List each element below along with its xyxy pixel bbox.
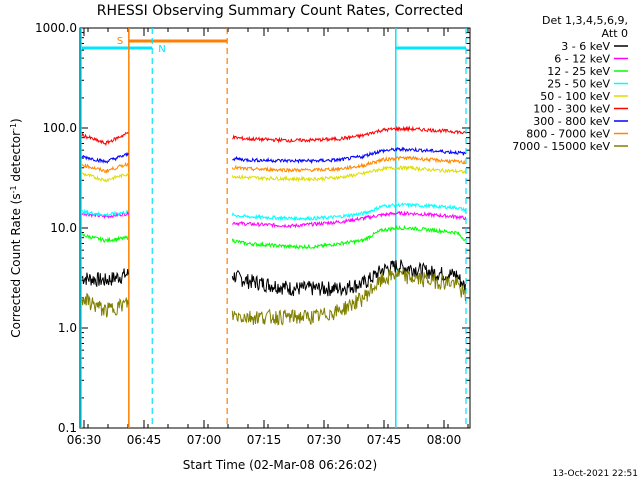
chart-title: RHESSI Observing Summary Count Rates, Co…: [97, 3, 463, 19]
x-tick-label: 07:30: [307, 433, 342, 447]
x-tick-label: 07:00: [187, 433, 222, 447]
legend-label: 25 - 50 keV: [547, 78, 610, 91]
x-tick-label: 06:45: [127, 433, 162, 447]
x-axis-label: Start Time (02-Mar-08 06:26:02): [183, 458, 377, 472]
legend-header-line-2: Att 0: [602, 27, 628, 40]
legend-label: 100 - 300 keV: [533, 103, 610, 116]
x-tick-label: 06:30: [67, 433, 102, 447]
legend-label: 50 - 100 keV: [540, 90, 610, 103]
legend-label: 800 - 7000 keV: [526, 128, 610, 141]
plot-area: 1000.0 100.0 10.0 1.0 0.106:30 06:45 07:00 07:1…: [35, 21, 471, 447]
y-axis-label-prefix: Corrected Count Rate (s: [9, 193, 23, 337]
legend-label: 7000 - 15000 keV: [512, 140, 610, 153]
plot-frame: [79, 27, 471, 429]
series-line: [81, 164, 466, 183]
legend-label: 300 - 800 keV: [533, 115, 610, 128]
series-line: [81, 146, 466, 165]
y-tick-label: 10.0: [50, 221, 77, 235]
night-label: N: [158, 44, 165, 55]
series-line: [81, 201, 466, 222]
series-line: [81, 268, 466, 326]
x-tick-label: 08:00: [427, 433, 462, 447]
timestamp: 13-Oct-2021 22:51: [553, 469, 638, 479]
legend-label: 6 - 12 keV: [554, 53, 610, 66]
y-tick-label: 1000.0: [35, 21, 77, 35]
y-axis-label: Corrected Count Rate (s-1 detector-1): [9, 118, 24, 337]
y-tick-label: 1.0: [58, 321, 77, 335]
legend-label: 3 - 6 keV: [561, 40, 610, 53]
series-line: [81, 224, 466, 250]
y-axis-label-suffix: ): [9, 118, 23, 123]
y-axis-label-mid: detector: [9, 131, 23, 186]
y-axis-label-sup-2: -1: [9, 123, 18, 131]
legend-header-line-1: Det 1,3,4,5,6,9,: [542, 14, 628, 27]
series-line: [81, 210, 466, 229]
legend-label: 12 - 25 keV: [547, 65, 610, 78]
y-tick-label: 100.0: [43, 121, 77, 135]
x-tick-label: 07:45: [367, 433, 402, 447]
series-line: [81, 125, 466, 147]
y-tick-label: 0.1: [58, 421, 77, 435]
series-line: [81, 155, 466, 174]
saa-label: S: [117, 36, 123, 47]
x-tick-label: 07:15: [247, 433, 282, 447]
y-axis-label-sup-1: -1: [9, 185, 18, 193]
